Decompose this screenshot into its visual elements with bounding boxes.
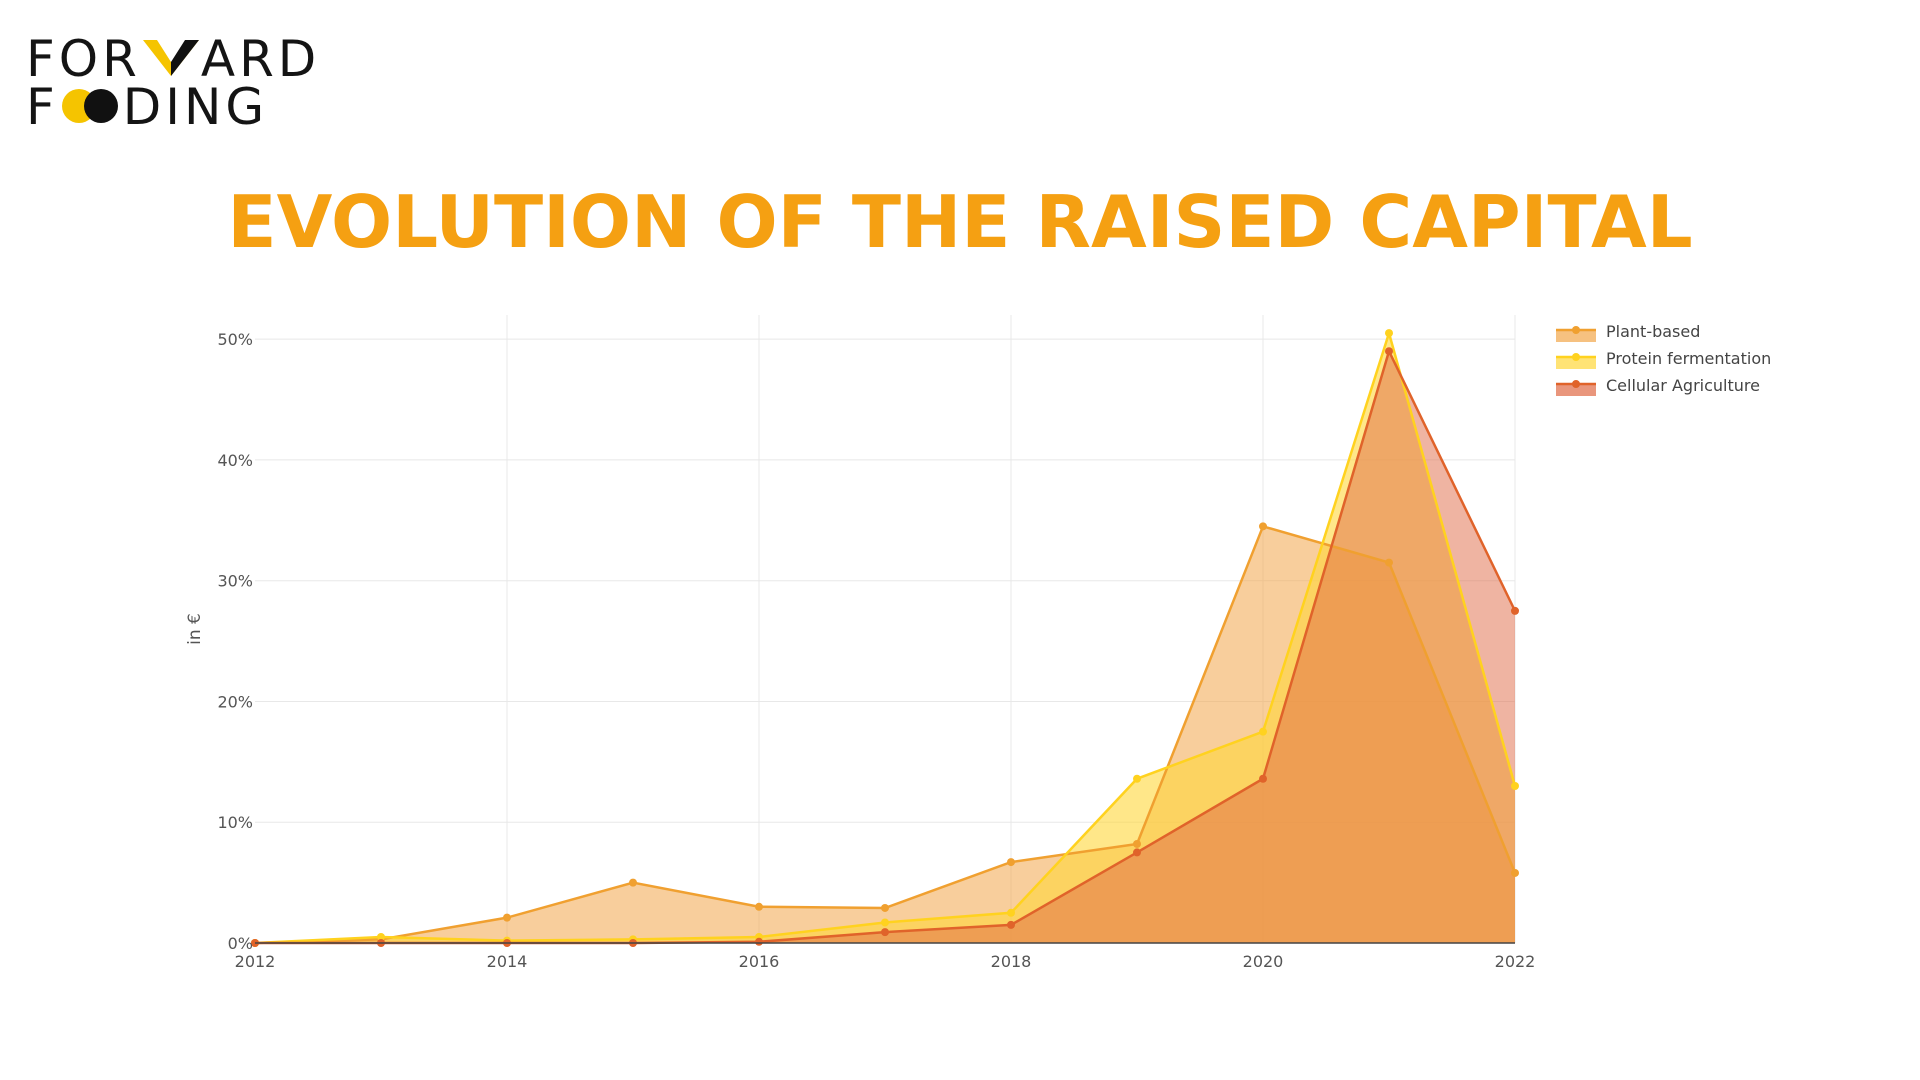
data-point[interactable] (377, 932, 385, 941)
data-point[interactable] (503, 913, 511, 922)
data-point[interactable] (1259, 522, 1267, 531)
data-point[interactable] (629, 878, 637, 887)
data-point[interactable] (1007, 908, 1015, 917)
legend-marker (1572, 380, 1580, 388)
x-tick-label: 2020 (1243, 952, 1284, 971)
legend-item-protein-fermentation[interactable]: Protein fermentation (1556, 349, 1771, 369)
chart-axes: 2012 2014 2016 2018 2020 2022 0% 10% 20% 30% 40% 50… (185, 330, 1535, 971)
data-point[interactable] (881, 918, 889, 927)
logo-line-2: F DING (26, 82, 268, 132)
y-tick-label: 40% (217, 451, 253, 470)
chart-legend: Plant-based Protein fermentation Cellular … (1556, 322, 1771, 396)
data-point[interactable] (1385, 329, 1393, 338)
legend-marker (1572, 353, 1580, 361)
area-cellular-agriculture (255, 351, 1515, 943)
data-point[interactable] (881, 928, 889, 937)
data-point[interactable] (1385, 558, 1393, 567)
logo-text-for: FOR (26, 30, 141, 88)
data-point[interactable] (1133, 848, 1141, 857)
logo-text-f: F (26, 78, 59, 136)
data-point[interactable] (881, 903, 889, 912)
legend-swatch (1556, 384, 1596, 396)
data-point[interactable] (1133, 839, 1141, 848)
forward-fooding-logo: FOR ARD F DING (26, 32, 326, 132)
data-point[interactable] (1007, 858, 1015, 867)
y-tick-label: 50% (217, 330, 253, 349)
y-tick-label: 30% (217, 572, 253, 591)
overlapping-circles-icon (61, 86, 119, 124)
data-point[interactable] (1133, 774, 1141, 783)
data-point[interactable] (755, 937, 763, 946)
legend-swatch (1556, 330, 1596, 342)
data-point[interactable] (1007, 920, 1015, 929)
x-tick-label: 2012 (235, 952, 276, 971)
legend-item-plant-based[interactable]: Plant-based (1556, 322, 1700, 342)
area-protein-fermentation (255, 333, 1515, 944)
chevron-down-icon (142, 38, 199, 76)
x-tick-label: 2014 (487, 952, 528, 971)
data-point[interactable] (1511, 782, 1519, 790)
y-axis-label: in € (185, 613, 205, 645)
x-tick-label: 2016 (739, 952, 780, 971)
data-point[interactable] (1385, 347, 1393, 356)
data-point[interactable] (1259, 727, 1267, 736)
x-tick-label: 2018 (991, 952, 1032, 971)
legend-label: Cellular Agriculture (1606, 376, 1760, 395)
legend-label: Plant-based (1606, 322, 1700, 341)
data-point[interactable] (1259, 774, 1267, 783)
legend-item-cellular-agriculture[interactable]: Cellular Agriculture (1556, 376, 1760, 396)
x-tick-label: 2022 (1495, 952, 1536, 971)
logo-text-ard: ARD (200, 30, 321, 88)
y-tick-label: 10% (217, 813, 253, 832)
page-title: EVOLUTION OF THE RAISED CAPITAL (227, 180, 1693, 264)
legend-label: Protein fermentation (1606, 349, 1771, 368)
logo-line-1: FOR ARD (26, 34, 320, 84)
chart-areas (255, 333, 1515, 944)
data-point[interactable] (755, 902, 763, 911)
legend-swatch (1556, 357, 1596, 369)
y-tick-label: 0% (228, 934, 253, 953)
data-point[interactable] (1511, 606, 1519, 615)
y-tick-label: 20% (217, 692, 253, 711)
logo-text-ding: DING (122, 78, 269, 136)
chart-points (251, 329, 1519, 947)
legend-marker (1572, 326, 1580, 334)
data-point[interactable] (1511, 868, 1519, 877)
